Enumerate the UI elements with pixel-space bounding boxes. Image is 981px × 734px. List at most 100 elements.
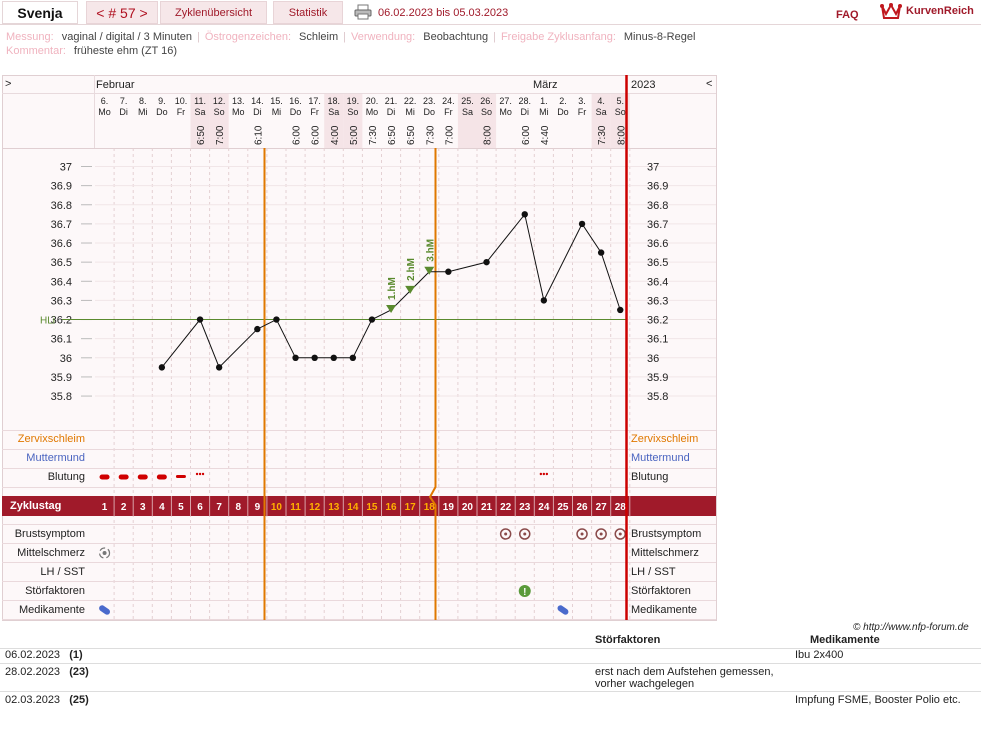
row-label-medi-right: Medikamente (631, 604, 698, 616)
day-date-label: 12. (213, 96, 226, 106)
row-label-stoer-right: Störfaktoren (631, 585, 691, 597)
cycle-day-number: 3 (140, 502, 146, 513)
note-medi (795, 663, 981, 691)
notes-col-stoer: Störfaktoren (595, 634, 661, 647)
oestrogen-label: Östrogenzeichen: (204, 31, 292, 43)
cycle-day-number: 12 (309, 502, 321, 513)
row-label-lh-right: LH / SST (631, 566, 676, 578)
spotting-icon (198, 472, 202, 476)
y-tick-label-right: 37 (647, 162, 659, 174)
day-weekday-label: Do (290, 107, 302, 117)
row-label-brust-right: Brustsymptom (631, 528, 702, 540)
day-weekday-label: Mo (366, 107, 379, 117)
day-weekday-label: Fr (177, 107, 186, 117)
bleeding-heavy-icon (137, 474, 148, 480)
day-weekday-label: So (615, 107, 626, 117)
y-tick-label-right: 36.4 (647, 276, 668, 288)
higher-measurement-label: 2.hM (406, 258, 417, 281)
temperature-point (273, 316, 280, 323)
day-date-label: 4. (597, 96, 605, 106)
faq-link[interactable]: FAQ (836, 9, 859, 21)
day-weekday-label: So (214, 107, 225, 117)
user-tab[interactable]: Svenja (2, 1, 78, 24)
breast-symptom-dot (599, 532, 603, 536)
higher-measurement-label: 1.hM (387, 277, 398, 300)
brand-logo[interactable]: KurvenReich (906, 5, 974, 17)
note-stoer (595, 648, 795, 663)
measure-time-label: 6:00 (521, 125, 532, 145)
weekend-shade (610, 93, 630, 148)
note-medi: Impfung FSME, Booster Polio etc. (795, 693, 961, 706)
tab-cycle-overview[interactable]: Zyklenübersicht (160, 1, 267, 24)
day-date-label: 8. (139, 96, 147, 106)
cycle-day-number: 26 (576, 502, 588, 513)
measure-time-label: 7:30 (597, 125, 608, 145)
verwendung-label: Verwendung: (351, 31, 416, 43)
y-tick-label-left: 36 (60, 353, 72, 365)
cycle-day-number: 22 (500, 502, 512, 513)
header-divider (0, 24, 981, 25)
medication-pill-icon[interactable] (556, 604, 569, 616)
cycle-day-number: 2 (121, 502, 127, 513)
row-label-medi: Medikamente (18, 604, 85, 616)
cycle-day-number: 16 (385, 502, 397, 513)
temperature-point (158, 364, 166, 371)
cycle-day-number: 18 (424, 502, 436, 513)
temperature-point (368, 316, 376, 323)
day-weekday-label: Fr (310, 107, 319, 117)
temperature-point (483, 258, 490, 266)
month-label: März (533, 79, 557, 91)
breast-symptom-icon (595, 528, 607, 540)
measure-time-label: 8:00 (483, 125, 494, 145)
measure-time-label: 6:50 (406, 125, 417, 145)
y-tick-label-right: 36.9 (647, 181, 668, 193)
higher-measurement-point (386, 304, 397, 313)
freigabe-label: Freigabe Zyklusanfang: (500, 31, 616, 43)
day-date-label: 20. (366, 96, 379, 106)
day-date-label: 5. (616, 96, 624, 106)
day-weekday-label: Fr (578, 107, 587, 117)
measure-time-label: 6:00 (292, 125, 303, 145)
disturbance-icon[interactable] (518, 585, 531, 597)
breast-symptom-dot (504, 532, 508, 536)
day-weekday-label: Do (557, 107, 569, 117)
prev-cycle-arrow[interactable]: > (5, 78, 11, 90)
breast-symptom-dot (618, 532, 622, 536)
day-weekday-label: Mo (98, 107, 111, 117)
cycle-day-number: 19 (443, 502, 455, 513)
temperature-point (196, 316, 204, 323)
y-tick-label-right: 36.7 (647, 219, 668, 231)
temperature-point (445, 268, 452, 275)
row-label-muttermund-right: Muttermund (631, 452, 690, 464)
measure-time-label: 4:40 (540, 125, 551, 145)
day-weekday-label: So (347, 107, 358, 117)
temperature-point (311, 354, 318, 361)
day-weekday-label: Mo (232, 107, 245, 117)
printer-icon[interactable] (354, 4, 372, 20)
coverline-label: HLi (40, 316, 55, 327)
row-label-muttermund: Muttermund (26, 452, 85, 464)
next-cycle-arrow[interactable]: < (706, 78, 712, 90)
temperature-point (521, 211, 528, 218)
y-tick-label-right: 35.9 (647, 372, 668, 384)
notes-col-medi: Medikamente (810, 634, 880, 647)
weekend-shade (591, 93, 611, 148)
bleeding-medium-icon (175, 475, 186, 478)
y-tick-label-right: 36.8 (647, 200, 668, 212)
cycle-nav[interactable]: < # 57 > (86, 1, 158, 24)
measure-time-label: 6:50 (387, 125, 398, 145)
info-line-2: Kommentar: früheste ehm (ZT 16) (6, 45, 177, 57)
day-date-label: 21. (385, 96, 398, 106)
day-weekday-label: Mo (499, 107, 512, 117)
day-weekday-label: Do (156, 107, 168, 117)
cycle-day-number: 4 (159, 502, 165, 513)
measure-time-label: 7:00 (215, 125, 226, 145)
day-date-label: 18. (327, 96, 340, 106)
messung-label: Messung: (6, 31, 54, 43)
day-weekday-label: Sa (195, 107, 206, 117)
year-label: 2023 (631, 79, 655, 91)
tab-statistics[interactable]: Statistik (273, 1, 343, 24)
day-weekday-label: Di (253, 107, 262, 117)
notes-table: Störfaktoren Medikamente 06.02.2023 (1) … (0, 633, 981, 707)
medication-pill-icon[interactable] (98, 604, 111, 616)
